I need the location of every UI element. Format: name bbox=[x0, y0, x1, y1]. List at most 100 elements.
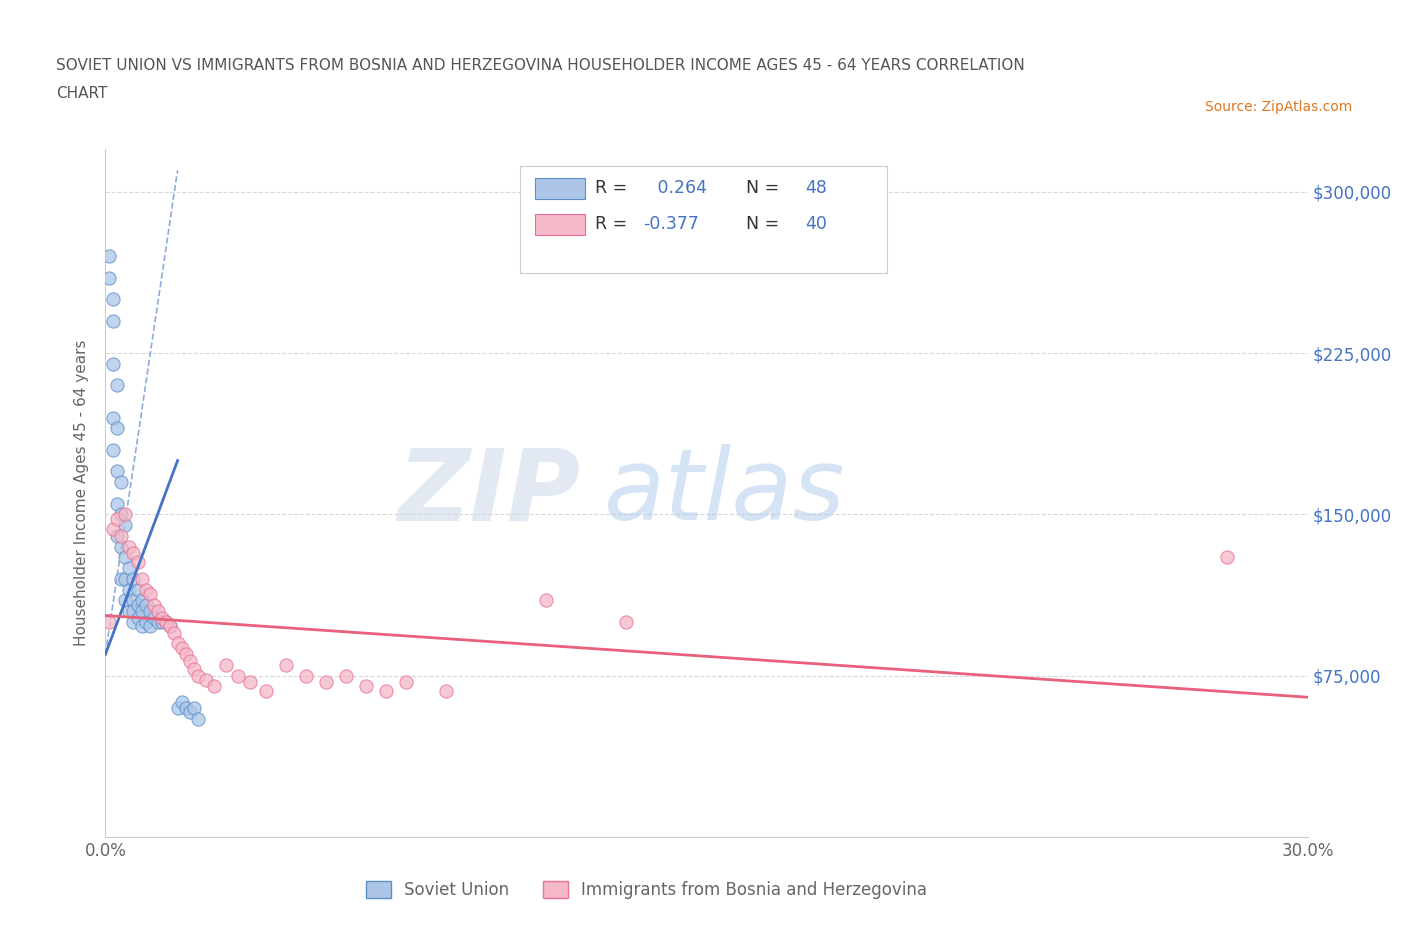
Point bbox=[179, 705, 201, 720]
Point bbox=[122, 615, 145, 630]
Point bbox=[118, 561, 141, 576]
Text: ZIP: ZIP bbox=[398, 445, 581, 541]
Text: atlas: atlas bbox=[605, 445, 846, 541]
Point bbox=[107, 378, 129, 392]
Text: N =: N = bbox=[747, 179, 785, 197]
Point bbox=[110, 539, 132, 554]
Text: 0.264: 0.264 bbox=[652, 179, 707, 197]
Point bbox=[166, 700, 188, 715]
Point bbox=[114, 507, 136, 522]
Text: 48: 48 bbox=[806, 179, 827, 197]
Point bbox=[155, 615, 177, 630]
Point bbox=[118, 539, 141, 554]
Point bbox=[150, 610, 173, 625]
Legend: Soviet Union, Immigrants from Bosnia and Herzegovina: Soviet Union, Immigrants from Bosnia and… bbox=[357, 873, 935, 908]
Point bbox=[142, 610, 165, 625]
Point bbox=[131, 593, 153, 608]
Point bbox=[114, 550, 136, 565]
Point bbox=[103, 410, 125, 425]
Point bbox=[155, 615, 177, 630]
Point bbox=[434, 684, 457, 698]
Point bbox=[159, 618, 181, 633]
Point bbox=[127, 582, 149, 597]
Point bbox=[107, 464, 129, 479]
FancyBboxPatch shape bbox=[534, 214, 585, 235]
Point bbox=[183, 662, 205, 677]
Point bbox=[162, 625, 184, 640]
Point bbox=[138, 604, 160, 618]
FancyBboxPatch shape bbox=[534, 179, 585, 199]
Point bbox=[170, 641, 193, 656]
Point bbox=[354, 679, 377, 694]
Point bbox=[174, 646, 197, 661]
Point bbox=[1216, 550, 1239, 565]
Point bbox=[295, 669, 318, 684]
Point bbox=[127, 554, 149, 569]
Text: R =: R = bbox=[595, 215, 633, 232]
Point bbox=[187, 711, 209, 726]
Point bbox=[226, 669, 249, 684]
Point bbox=[374, 684, 398, 698]
Point bbox=[127, 597, 149, 612]
Point bbox=[202, 679, 225, 694]
Point bbox=[131, 618, 153, 633]
Point bbox=[110, 528, 132, 543]
Point bbox=[103, 313, 125, 328]
Point bbox=[214, 658, 236, 672]
Text: 40: 40 bbox=[806, 215, 827, 232]
Point bbox=[114, 593, 136, 608]
Point bbox=[166, 636, 188, 651]
Point bbox=[187, 669, 209, 684]
Point bbox=[179, 653, 201, 668]
Point bbox=[103, 522, 125, 537]
Text: Source: ZipAtlas.com: Source: ZipAtlas.com bbox=[1205, 100, 1353, 113]
Point bbox=[131, 571, 153, 587]
Point bbox=[122, 604, 145, 618]
Text: CHART: CHART bbox=[56, 86, 108, 100]
Point bbox=[107, 512, 129, 526]
Point bbox=[146, 615, 169, 630]
Point bbox=[107, 497, 129, 512]
Point bbox=[170, 694, 193, 709]
Point bbox=[194, 672, 217, 687]
Point bbox=[114, 571, 136, 587]
Point bbox=[135, 582, 157, 597]
Point bbox=[135, 615, 157, 630]
Point bbox=[174, 700, 197, 715]
Point bbox=[103, 292, 125, 307]
Point bbox=[150, 615, 173, 630]
Point bbox=[122, 593, 145, 608]
Point bbox=[118, 604, 141, 618]
Y-axis label: Householder Income Ages 45 - 64 years: Householder Income Ages 45 - 64 years bbox=[75, 339, 90, 646]
Point bbox=[118, 582, 141, 597]
Text: -0.377: -0.377 bbox=[643, 215, 699, 232]
Point bbox=[122, 546, 145, 561]
Point bbox=[122, 571, 145, 587]
Point bbox=[616, 615, 638, 630]
Point bbox=[98, 615, 121, 630]
Point bbox=[110, 507, 132, 522]
FancyBboxPatch shape bbox=[520, 166, 887, 272]
Point bbox=[335, 669, 357, 684]
Point bbox=[142, 597, 165, 612]
Point bbox=[110, 474, 132, 489]
Point bbox=[98, 249, 121, 264]
Point bbox=[159, 618, 181, 633]
Text: SOVIET UNION VS IMMIGRANTS FROM BOSNIA AND HERZEGOVINA HOUSEHOLDER INCOME AGES 4: SOVIET UNION VS IMMIGRANTS FROM BOSNIA A… bbox=[56, 58, 1025, 73]
Point bbox=[127, 610, 149, 625]
Point bbox=[98, 271, 121, 286]
Point bbox=[110, 571, 132, 587]
Point bbox=[107, 421, 129, 436]
Point bbox=[114, 518, 136, 533]
Point bbox=[135, 597, 157, 612]
Point bbox=[107, 528, 129, 543]
Point bbox=[138, 618, 160, 633]
Point bbox=[138, 587, 160, 602]
Point bbox=[534, 593, 557, 608]
Point bbox=[183, 700, 205, 715]
Point bbox=[146, 604, 169, 618]
Point bbox=[315, 675, 337, 690]
Text: N =: N = bbox=[747, 215, 785, 232]
Point bbox=[254, 684, 277, 698]
Point bbox=[103, 356, 125, 371]
